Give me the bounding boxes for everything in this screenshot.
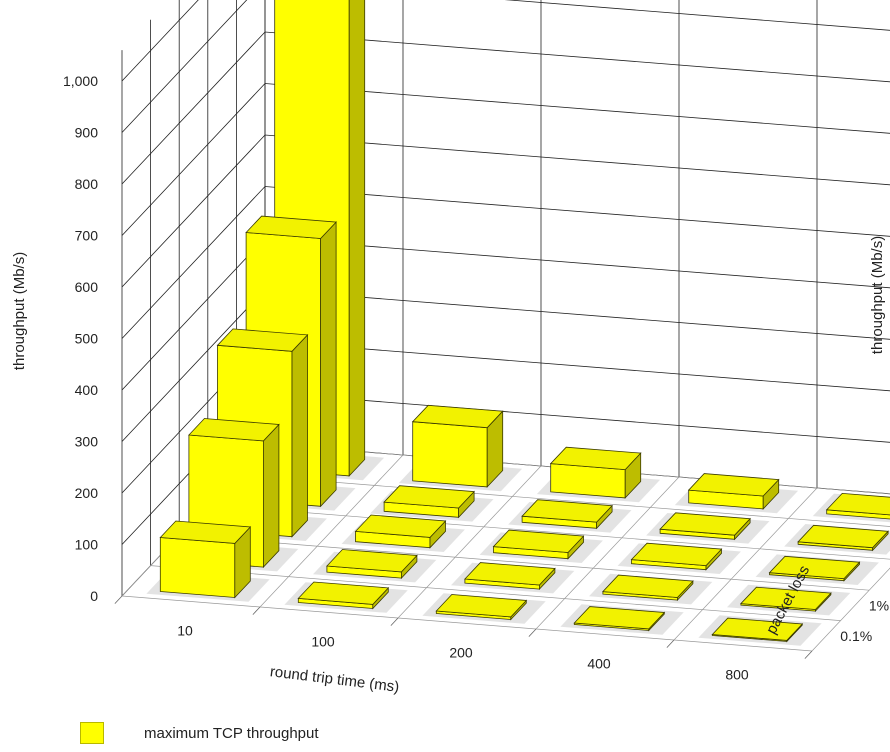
x-tick-label: 800 bbox=[725, 667, 749, 683]
y-tick-label-left: 100 bbox=[75, 537, 99, 553]
floor-gridline bbox=[121, 595, 813, 652]
gridline bbox=[121, 0, 199, 82]
y-tick-label-left: 200 bbox=[75, 485, 99, 501]
bar-top-face bbox=[411, 404, 504, 429]
bar-top-face bbox=[549, 446, 642, 471]
y-axis-title-right: throughput (Mb/s) bbox=[869, 236, 886, 354]
bar-top-face bbox=[630, 542, 723, 567]
floor-gridline bbox=[207, 504, 890, 560]
y-axis-title-left: throughput (Mb/s) bbox=[11, 252, 28, 370]
x-tick-mark bbox=[390, 617, 399, 626]
y-tick-label-left: 300 bbox=[75, 434, 99, 450]
legend: maximum TCP throughput bbox=[80, 722, 319, 744]
bar bbox=[479, 529, 603, 563]
x-tick-mark bbox=[252, 606, 261, 615]
bar-side-face bbox=[262, 423, 280, 569]
floor-gridline bbox=[811, 567, 890, 652]
bar-side-face bbox=[320, 221, 337, 508]
bar-top-face bbox=[297, 581, 390, 605]
bar-side-face bbox=[291, 333, 308, 538]
bar bbox=[341, 514, 465, 552]
bar bbox=[727, 584, 851, 616]
bar bbox=[698, 615, 822, 646]
bar-top-face bbox=[687, 473, 780, 497]
bar-top-face bbox=[521, 499, 613, 523]
bar bbox=[313, 549, 437, 583]
bar-top-face bbox=[245, 215, 337, 239]
y-tick-label-left: 600 bbox=[75, 279, 99, 295]
legend-label: maximum TCP throughput bbox=[144, 724, 319, 742]
floor-gridline bbox=[179, 534, 870, 591]
axis-labels: 01002003004005006007008009001,0001002003… bbox=[63, 73, 889, 683]
bar-top-face bbox=[159, 520, 252, 544]
bar-front-face bbox=[412, 421, 488, 488]
floor-gridline bbox=[259, 454, 404, 608]
bar bbox=[451, 562, 575, 594]
depth-tick-label: 1% bbox=[869, 597, 889, 613]
y-tick-label-left: 900 bbox=[75, 125, 99, 141]
depth-tick-label: 0.1% bbox=[840, 628, 872, 644]
floor-gridline bbox=[150, 565, 841, 621]
bar-top-face bbox=[492, 529, 585, 553]
bar-top-face bbox=[740, 586, 832, 610]
x-tick-mark bbox=[666, 639, 675, 648]
bar bbox=[284, 581, 408, 613]
x-tick-mark bbox=[528, 628, 537, 637]
y-tick-label-left: 400 bbox=[75, 382, 99, 398]
x-tick-label: 10 bbox=[177, 623, 193, 639]
bar-top-face bbox=[825, 492, 890, 516]
bar bbox=[617, 542, 741, 574]
bar-front-face bbox=[159, 537, 236, 598]
bar bbox=[560, 604, 684, 635]
bar-top-face bbox=[602, 574, 694, 598]
x-tick-mark bbox=[114, 595, 123, 604]
x-axis-title: round trip time (ms) bbox=[269, 663, 400, 696]
bar-top-face bbox=[659, 512, 751, 536]
bar-top-face bbox=[326, 549, 418, 573]
gridline bbox=[121, 0, 890, 133]
y-tick-label-left: 700 bbox=[75, 228, 99, 244]
y-tick-label-left: 1,000 bbox=[63, 73, 98, 89]
bar bbox=[146, 520, 270, 602]
x-tick-mark bbox=[804, 650, 813, 659]
bar-top-face bbox=[768, 555, 861, 580]
bar bbox=[589, 573, 713, 605]
bar bbox=[784, 524, 890, 555]
legend-swatch bbox=[80, 722, 104, 744]
y-tick-label-left: 0 bbox=[90, 588, 98, 604]
bar-top-face bbox=[188, 418, 280, 442]
y-tick-label-left: 500 bbox=[75, 331, 99, 347]
bar-top-face bbox=[573, 606, 666, 630]
y-tick-label-left: 800 bbox=[75, 176, 99, 192]
x-tick-label: 200 bbox=[449, 645, 473, 661]
bar bbox=[674, 473, 799, 514]
bar bbox=[398, 404, 523, 492]
bar bbox=[370, 485, 494, 522]
bar bbox=[812, 492, 890, 523]
x-tick-label: 100 bbox=[311, 634, 335, 650]
bar-front-face bbox=[826, 509, 890, 520]
floor-gridline bbox=[673, 487, 818, 641]
bar bbox=[422, 593, 546, 624]
floor-gridline bbox=[397, 465, 542, 619]
bar-group bbox=[146, 0, 890, 646]
bar bbox=[755, 554, 879, 585]
bar-top-face bbox=[216, 328, 309, 352]
bar-top-face bbox=[797, 524, 889, 549]
bar-side-face bbox=[348, 0, 366, 477]
bar-top-face bbox=[464, 562, 556, 586]
floor-gridline bbox=[535, 476, 680, 630]
x-tick-label: 400 bbox=[587, 656, 611, 672]
bar-top-face bbox=[354, 514, 447, 538]
bar bbox=[536, 446, 661, 503]
back-wall bbox=[265, 0, 890, 494]
floor-gridline bbox=[236, 474, 890, 527]
bar bbox=[508, 499, 632, 533]
bar bbox=[646, 512, 770, 544]
bar-top-face bbox=[711, 617, 804, 641]
bar-top-face bbox=[435, 594, 528, 618]
bar-top-face bbox=[383, 485, 475, 509]
